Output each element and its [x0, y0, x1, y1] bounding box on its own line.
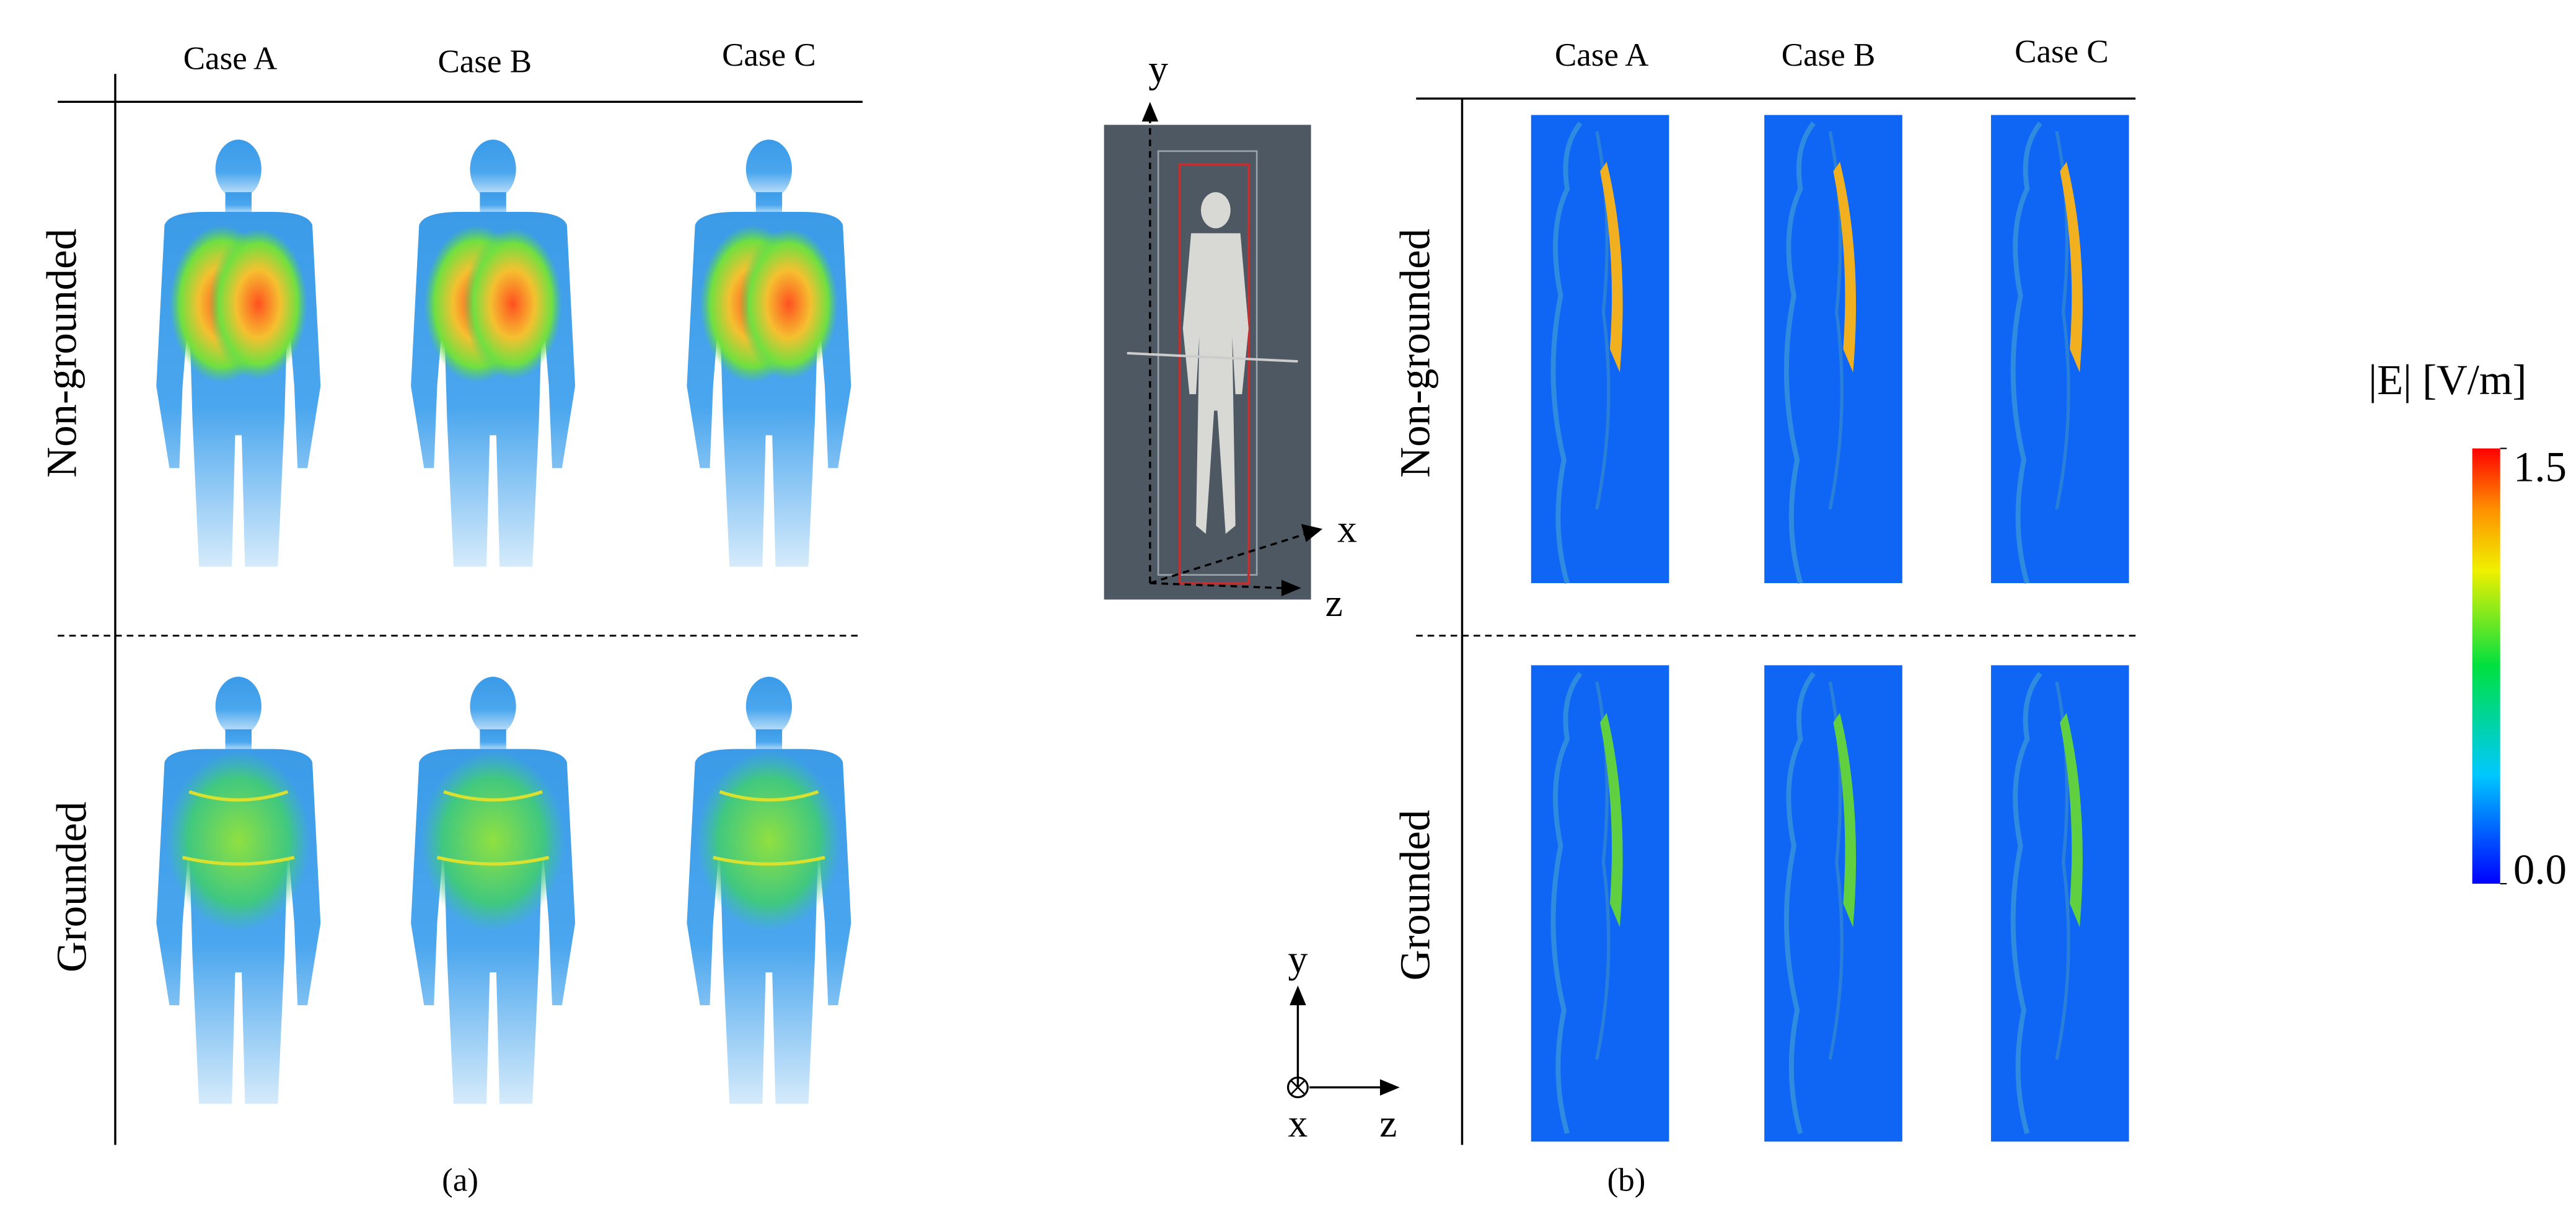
- field-line: [713, 790, 825, 866]
- column-header: Case B: [438, 44, 532, 80]
- axis-label: z: [1325, 581, 1343, 625]
- colorbar: [2472, 448, 2500, 884]
- field-band: [1833, 162, 1857, 373]
- arrow-head: [1141, 102, 1159, 122]
- colorbar-tick-label: 1.5: [2513, 444, 2567, 491]
- field-region: [420, 750, 566, 931]
- column-header: Case A: [183, 40, 278, 76]
- human-model: [1182, 192, 1249, 534]
- arrow-head: [1379, 1079, 1400, 1096]
- body-map: [156, 139, 321, 567]
- colorbar-ticks: 0.0 1.5: [2500, 444, 2567, 893]
- body-map: [411, 139, 576, 567]
- row-label: Non-grounded: [38, 229, 85, 478]
- field-region: [166, 750, 311, 931]
- slice-plane: [1178, 163, 1250, 584]
- slice-maps: [1531, 115, 2129, 1142]
- axis-label: y: [1288, 937, 1308, 981]
- bounding-box: [1157, 150, 1258, 576]
- field-region: [697, 750, 842, 931]
- axis-label: y: [1148, 47, 1168, 91]
- slice-map: [1531, 115, 1669, 583]
- axis-label: z: [1379, 1101, 1397, 1145]
- body-map: [156, 677, 321, 1104]
- out-of-plane: [1286, 1076, 1309, 1099]
- column-header: Case C: [2015, 34, 2109, 70]
- row-label: Grounded: [1391, 810, 1438, 981]
- field-band: [2060, 162, 2083, 373]
- field-hotspot: [739, 228, 838, 380]
- slice-map: [1764, 115, 1902, 583]
- out-of-plane: [1290, 1080, 1305, 1095]
- slice-map: [1990, 665, 2129, 1142]
- body-maps: [156, 139, 851, 1104]
- column-header: Case A: [1555, 37, 1649, 73]
- axis-rod: [1127, 351, 1298, 363]
- axis-label: x: [1337, 507, 1357, 551]
- body-map: [411, 677, 576, 1104]
- arrow-head: [1281, 579, 1301, 597]
- field-line: [436, 790, 550, 866]
- axis-arrow: [1150, 582, 1281, 589]
- caption: (b): [1607, 1163, 1646, 1198]
- body-map: [687, 677, 851, 1104]
- arrow-head: [1301, 524, 1323, 542]
- slice-map: [1764, 665, 1902, 1142]
- column-header: Case B: [1782, 37, 1876, 73]
- field-line: [182, 790, 295, 866]
- colorbar-tick-label: 0.0: [2513, 846, 2567, 893]
- field-hotspot: [209, 228, 308, 380]
- slice-map: [1990, 115, 2129, 583]
- axis-label: x: [1288, 1101, 1308, 1145]
- caption: (a): [442, 1163, 478, 1198]
- axis-arrow: [1150, 532, 1307, 584]
- row-label: Non-grounded: [1391, 229, 1438, 478]
- arrow-head: [1290, 985, 1306, 1006]
- field-band: [1600, 713, 1623, 928]
- column-header: Case C: [722, 37, 816, 73]
- body-map: [687, 139, 851, 567]
- row-label: Grounded: [48, 802, 95, 973]
- field-hotspot: [463, 228, 562, 380]
- field-band: [2060, 713, 2083, 928]
- field-band: [1833, 713, 1857, 928]
- slice-map: [1531, 665, 1669, 1142]
- colorbar-title: |E| [V/m]: [2368, 356, 2526, 403]
- field-band: [1600, 162, 1623, 373]
